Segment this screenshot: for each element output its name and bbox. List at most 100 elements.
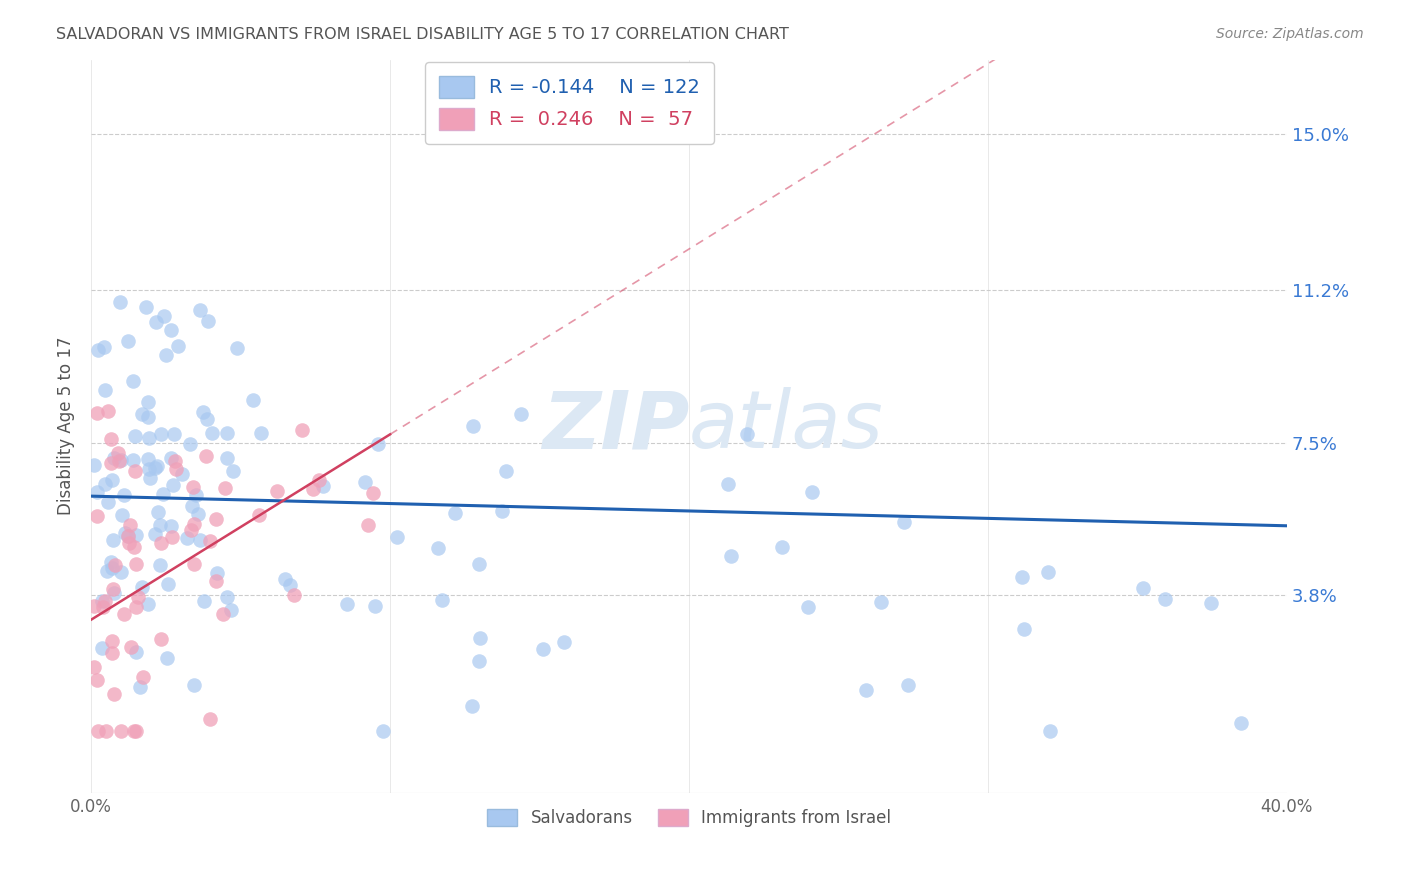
Salvadorans (156, 650, 179, 665)
Salvadorans (797, 600, 820, 615)
Salvadorans (205, 566, 228, 581)
Salvadorans (100, 561, 122, 575)
Salvadorans (219, 603, 242, 617)
Salvadorans (111, 508, 134, 523)
Salvadorans (145, 459, 167, 474)
Salvadorans (250, 426, 273, 441)
Salvadorans (184, 487, 207, 501)
Salvadorans (183, 678, 205, 692)
Immigrants from Israel (107, 453, 129, 467)
Text: SALVADORAN VS IMMIGRANTS FROM ISRAEL DISABILITY AGE 5 TO 17 CORRELATION CHART: SALVADORAN VS IMMIGRANTS FROM ISRAEL DIS… (56, 27, 789, 42)
Salvadorans (167, 338, 190, 352)
Legend: Salvadorans, Immigrants from Israel: Salvadorans, Immigrants from Israel (479, 801, 900, 836)
Immigrants from Israel (100, 456, 122, 470)
Text: ZIP: ZIP (541, 387, 689, 465)
Salvadorans (110, 295, 132, 310)
Salvadorans (855, 683, 877, 698)
Salvadorans (160, 519, 183, 533)
Immigrants from Israel (183, 480, 205, 494)
Salvadorans (463, 418, 485, 433)
Salvadorans (195, 412, 218, 426)
Salvadorans (125, 528, 148, 542)
Salvadorans (553, 635, 575, 649)
Immigrants from Israel (291, 423, 314, 437)
Immigrants from Israel (107, 446, 129, 460)
Immigrants from Israel (104, 558, 127, 572)
Salvadorans (531, 641, 554, 656)
Salvadorans (94, 477, 117, 491)
Immigrants from Israel (110, 723, 132, 738)
Salvadorans (176, 532, 198, 546)
Salvadorans (735, 427, 758, 442)
Salvadorans (1012, 622, 1035, 636)
Salvadorans (124, 429, 146, 443)
Salvadorans (97, 495, 120, 509)
Immigrants from Israel (183, 558, 205, 572)
Salvadorans (717, 477, 740, 491)
Salvadorans (159, 323, 181, 337)
Immigrants from Israel (122, 723, 145, 738)
Salvadorans (100, 555, 122, 569)
Immigrants from Israel (357, 517, 380, 532)
Immigrants from Israel (91, 600, 114, 615)
Salvadorans (150, 427, 173, 442)
Immigrants from Israel (132, 670, 155, 684)
Salvadorans (222, 464, 245, 478)
Salvadorans (193, 593, 215, 607)
Salvadorans (1011, 570, 1033, 584)
Salvadorans (188, 303, 211, 318)
Salvadorans (191, 405, 214, 419)
Salvadorans (96, 564, 118, 578)
Salvadorans (143, 527, 166, 541)
Salvadorans (720, 549, 742, 563)
Immigrants from Israel (86, 406, 108, 420)
Salvadorans (129, 680, 152, 694)
Salvadorans (1132, 581, 1154, 595)
Immigrants from Israel (205, 574, 228, 589)
Salvadorans (385, 530, 408, 544)
Salvadorans (201, 425, 224, 440)
Salvadorans (461, 699, 484, 714)
Salvadorans (136, 451, 159, 466)
Immigrants from Israel (301, 483, 323, 497)
Immigrants from Israel (165, 462, 187, 476)
Salvadorans (495, 464, 517, 478)
Immigrants from Israel (125, 723, 148, 738)
Salvadorans (136, 395, 159, 409)
Salvadorans (801, 485, 824, 500)
Salvadorans (138, 431, 160, 445)
Salvadorans (336, 597, 359, 611)
Immigrants from Israel (198, 712, 221, 726)
Salvadorans (215, 426, 238, 441)
Salvadorans (159, 450, 181, 465)
Immigrants from Israel (101, 634, 124, 648)
Immigrants from Israel (94, 594, 117, 608)
Salvadorans (897, 678, 920, 692)
Salvadorans (125, 645, 148, 659)
Salvadorans (468, 631, 491, 645)
Salvadorans (122, 374, 145, 388)
Immigrants from Israel (214, 481, 236, 495)
Salvadorans (153, 310, 176, 324)
Salvadorans (145, 315, 167, 329)
Salvadorans (117, 334, 139, 349)
Immigrants from Israel (211, 607, 233, 621)
Text: Source: ZipAtlas.com: Source: ZipAtlas.com (1216, 27, 1364, 41)
Salvadorans (426, 541, 449, 556)
Salvadorans (363, 599, 385, 613)
Immigrants from Israel (83, 599, 105, 613)
Salvadorans (893, 515, 915, 529)
Salvadorans (172, 467, 194, 482)
Immigrants from Israel (118, 518, 141, 533)
Salvadorans (367, 437, 389, 451)
Salvadorans (163, 427, 186, 442)
Immigrants from Israel (86, 673, 108, 687)
Immigrants from Israel (308, 473, 330, 487)
Immigrants from Israel (160, 530, 183, 544)
Y-axis label: Disability Age 5 to 17: Disability Age 5 to 17 (58, 337, 75, 516)
Salvadorans (242, 393, 264, 408)
Immigrants from Israel (101, 582, 124, 596)
Salvadorans (122, 453, 145, 467)
Salvadorans (179, 437, 201, 451)
Immigrants from Israel (100, 646, 122, 660)
